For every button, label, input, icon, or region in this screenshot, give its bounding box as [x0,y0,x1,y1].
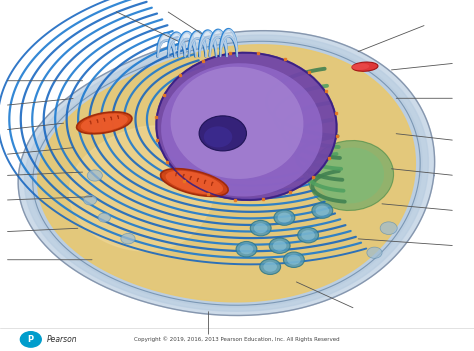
Ellipse shape [273,241,286,251]
Ellipse shape [308,140,393,211]
Ellipse shape [264,262,277,272]
Ellipse shape [77,112,132,134]
Polygon shape [37,45,415,302]
Ellipse shape [199,116,246,151]
Ellipse shape [283,252,304,267]
Ellipse shape [269,238,290,253]
Ellipse shape [278,213,291,223]
Ellipse shape [318,147,384,204]
Ellipse shape [83,195,97,205]
Ellipse shape [204,126,232,147]
Ellipse shape [316,206,329,216]
Ellipse shape [287,255,301,265]
Polygon shape [18,31,435,316]
Ellipse shape [81,113,128,132]
Ellipse shape [240,244,253,254]
Ellipse shape [352,62,378,71]
Ellipse shape [260,259,281,274]
Text: Copyright © 2019, 2016, 2013 Pearson Education, Inc. All Rights Reserved: Copyright © 2019, 2016, 2013 Pearson Edu… [134,337,340,342]
Ellipse shape [236,241,257,257]
Polygon shape [69,126,214,251]
Text: P: P [28,335,34,344]
Ellipse shape [161,168,228,197]
Ellipse shape [121,233,135,244]
Ellipse shape [301,230,315,240]
Ellipse shape [312,203,333,218]
Ellipse shape [98,213,110,222]
Text: Pearson: Pearson [46,335,77,344]
Ellipse shape [298,227,319,243]
Ellipse shape [165,171,223,194]
Ellipse shape [380,222,397,234]
Ellipse shape [87,170,102,181]
Polygon shape [31,39,422,307]
Ellipse shape [274,210,295,225]
Circle shape [20,332,41,347]
Ellipse shape [254,223,267,233]
Ellipse shape [156,53,337,200]
Ellipse shape [161,63,322,197]
Ellipse shape [250,220,271,236]
Ellipse shape [171,67,303,179]
Ellipse shape [367,247,382,258]
Polygon shape [25,35,428,311]
Ellipse shape [351,64,369,70]
